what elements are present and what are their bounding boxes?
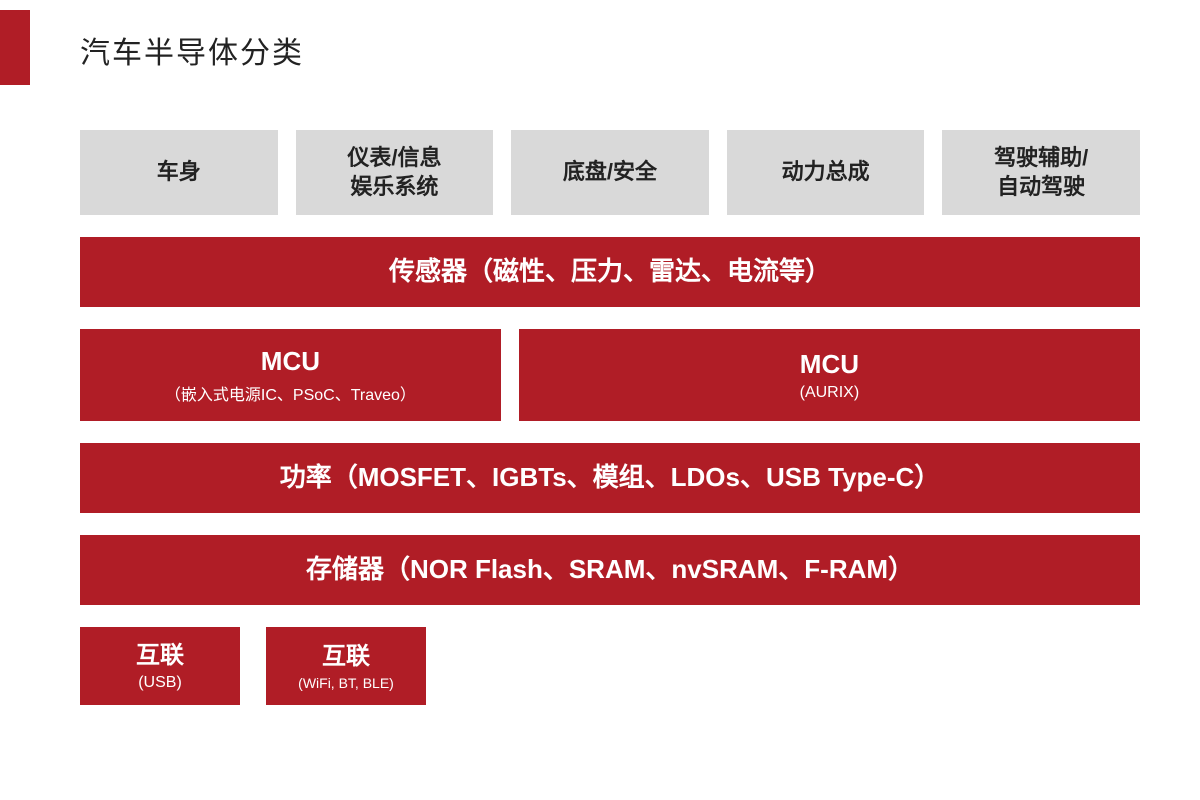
block-interconnect-usb: 互联 (USB): [80, 627, 240, 705]
block-interconnect-usb-main: 互联: [136, 640, 184, 671]
block-interconnect-wireless-main: 互联: [322, 641, 370, 672]
block-mcu-left-main: MCU: [261, 345, 320, 379]
row-sensors: 传感器（磁性、压力、雷达、电流等）: [80, 237, 1140, 307]
block-sensors-label: 传感器（磁性、压力、雷达、电流等）: [389, 255, 831, 289]
block-mcu-left-sub: （嵌入式电源IC、PSoC、Traveo）: [165, 381, 416, 405]
block-memory: 存储器（NOR Flash、SRAM、nvSRAM、F-RAM）: [80, 535, 1140, 605]
row-interconnect: 互联 (USB) 互联 (WiFi, BT, BLE): [80, 627, 1140, 705]
block-interconnect-wireless: 互联 (WiFi, BT, BLE): [266, 627, 426, 705]
header-col-0: 车身: [80, 130, 278, 215]
block-power-label: 功率（MOSFET、IGBTs、模组、LDOs、USB Type-C）: [280, 461, 941, 495]
row-memory: 存储器（NOR Flash、SRAM、nvSRAM、F-RAM）: [80, 535, 1140, 605]
row-power: 功率（MOSFET、IGBTs、模组、LDOs、USB Type-C）: [80, 443, 1140, 513]
header-col-1: 仪表/信息娱乐系统: [296, 130, 494, 215]
block-mcu-right-sub: (AURIX): [800, 384, 860, 402]
diagram-container: 车身 仪表/信息娱乐系统 底盘/安全 动力总成 驾驶辅助/自动驾驶 传感器（磁性…: [80, 130, 1140, 727]
block-mcu-right: MCU (AURIX): [519, 329, 1140, 421]
page-title: 汽车半导体分类: [80, 28, 304, 72]
block-interconnect-usb-sub: (USB): [138, 674, 182, 692]
block-sensors: 传感器（磁性、压力、雷达、电流等）: [80, 237, 1140, 307]
header-col-4: 驾驶辅助/自动驾驶: [942, 130, 1140, 215]
block-mcu-right-main: MCU: [800, 348, 859, 382]
block-memory-label: 存储器（NOR Flash、SRAM、nvSRAM、F-RAM）: [306, 553, 914, 587]
header-col-3: 动力总成: [727, 130, 925, 215]
header-row: 车身 仪表/信息娱乐系统 底盘/安全 动力总成 驾驶辅助/自动驾驶: [80, 130, 1140, 215]
block-mcu-left: MCU （嵌入式电源IC、PSoC、Traveo）: [80, 329, 501, 421]
block-interconnect-wireless-sub: (WiFi, BT, BLE): [298, 675, 394, 691]
row-mcu: MCU （嵌入式电源IC、PSoC、Traveo） MCU (AURIX): [80, 329, 1140, 421]
header-col-2: 底盘/安全: [511, 130, 709, 215]
accent-bar: [0, 10, 30, 85]
block-power: 功率（MOSFET、IGBTs、模组、LDOs、USB Type-C）: [80, 443, 1140, 513]
